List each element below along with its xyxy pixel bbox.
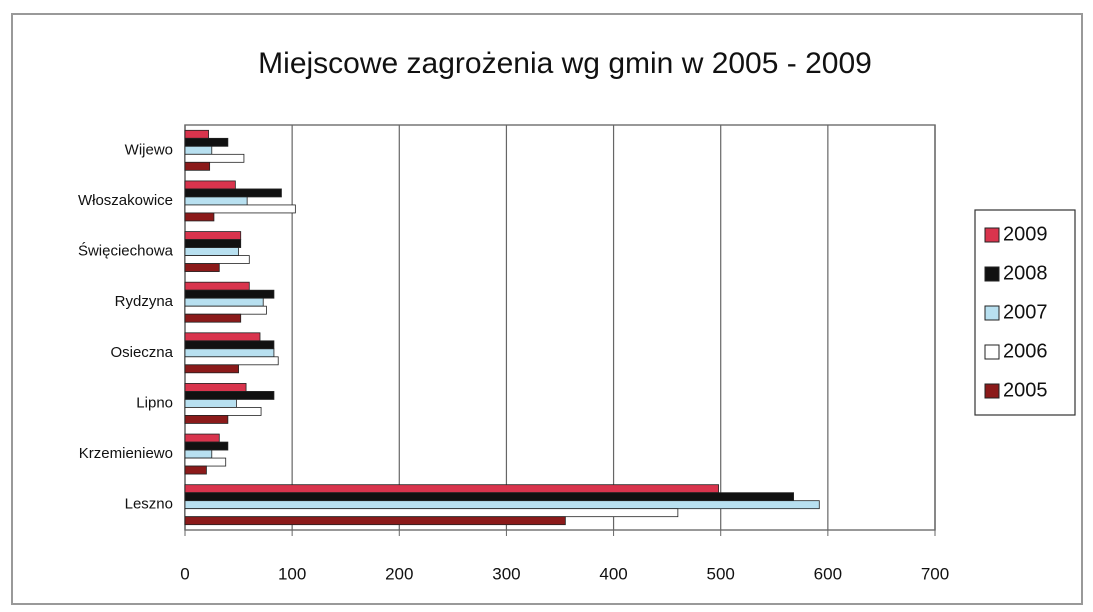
y-tick-label: Leszno [125,496,173,513]
y-tick-label: Włoszakowice [78,192,173,209]
legend-label: 2005 [1003,379,1048,401]
y-tick-label: Rydzyna [115,293,174,310]
legend-label: 2008 [1003,262,1048,284]
x-tick-label: 500 [707,564,735,583]
bar [184,383,247,392]
x-tick-label: 600 [814,564,842,583]
bar [184,153,245,163]
bar [184,364,239,374]
legend-swatch [984,383,1000,399]
legend-swatch [984,305,1000,321]
y-tick-label: Lipno [136,394,173,411]
bar [184,161,211,171]
bar [184,297,264,307]
bar [184,281,250,291]
bar [184,145,213,155]
legend-label: 2009 [1003,223,1048,245]
bar [184,255,250,264]
legend-swatch [984,344,1000,360]
y-tick-label: Krzemieniewo [79,445,173,462]
chart-title: Miejscowe zagrożenia wg gmin w 2005 - 20… [258,47,872,80]
bar [184,407,262,416]
y-tick-label: Wijewo [125,141,173,158]
x-tick-label: 0 [180,564,189,583]
x-tick-label: 100 [278,564,306,583]
x-tick-label: 700 [921,564,949,583]
plot-area [184,124,936,531]
bar [184,399,237,408]
bar [184,492,794,502]
bar [184,340,275,350]
bar [184,508,679,518]
bar [184,348,275,358]
bar [184,433,220,443]
bar [184,500,820,510]
bar [184,332,261,342]
bar [184,516,566,526]
bar [184,289,275,299]
legend-swatch [984,266,1000,282]
bar [184,129,209,139]
legend-label: 2006 [1003,340,1048,362]
bar [184,204,296,214]
bar [184,305,267,315]
bar [184,391,275,400]
bar [184,356,279,366]
legend-swatch [984,227,1000,243]
y-tick-label: Osieczna [110,344,173,361]
x-tick-label: 300 [492,564,520,583]
bar [184,484,719,494]
bar [184,196,248,206]
bar [184,457,227,467]
bar [184,313,242,323]
bar [184,239,242,248]
bar [184,415,229,424]
bar [184,465,207,475]
legend-label: 2007 [1003,301,1048,323]
bar [184,212,215,222]
bar [184,441,229,451]
x-tick-label: 200 [385,564,413,583]
bar [184,231,242,240]
y-tick-label: Święciechowa [78,242,174,260]
bar [184,188,282,198]
bar [184,263,220,272]
x-tick-label: 400 [599,564,627,583]
bar [184,137,229,147]
bar [184,247,239,256]
bar [184,180,236,190]
bar [184,449,213,459]
